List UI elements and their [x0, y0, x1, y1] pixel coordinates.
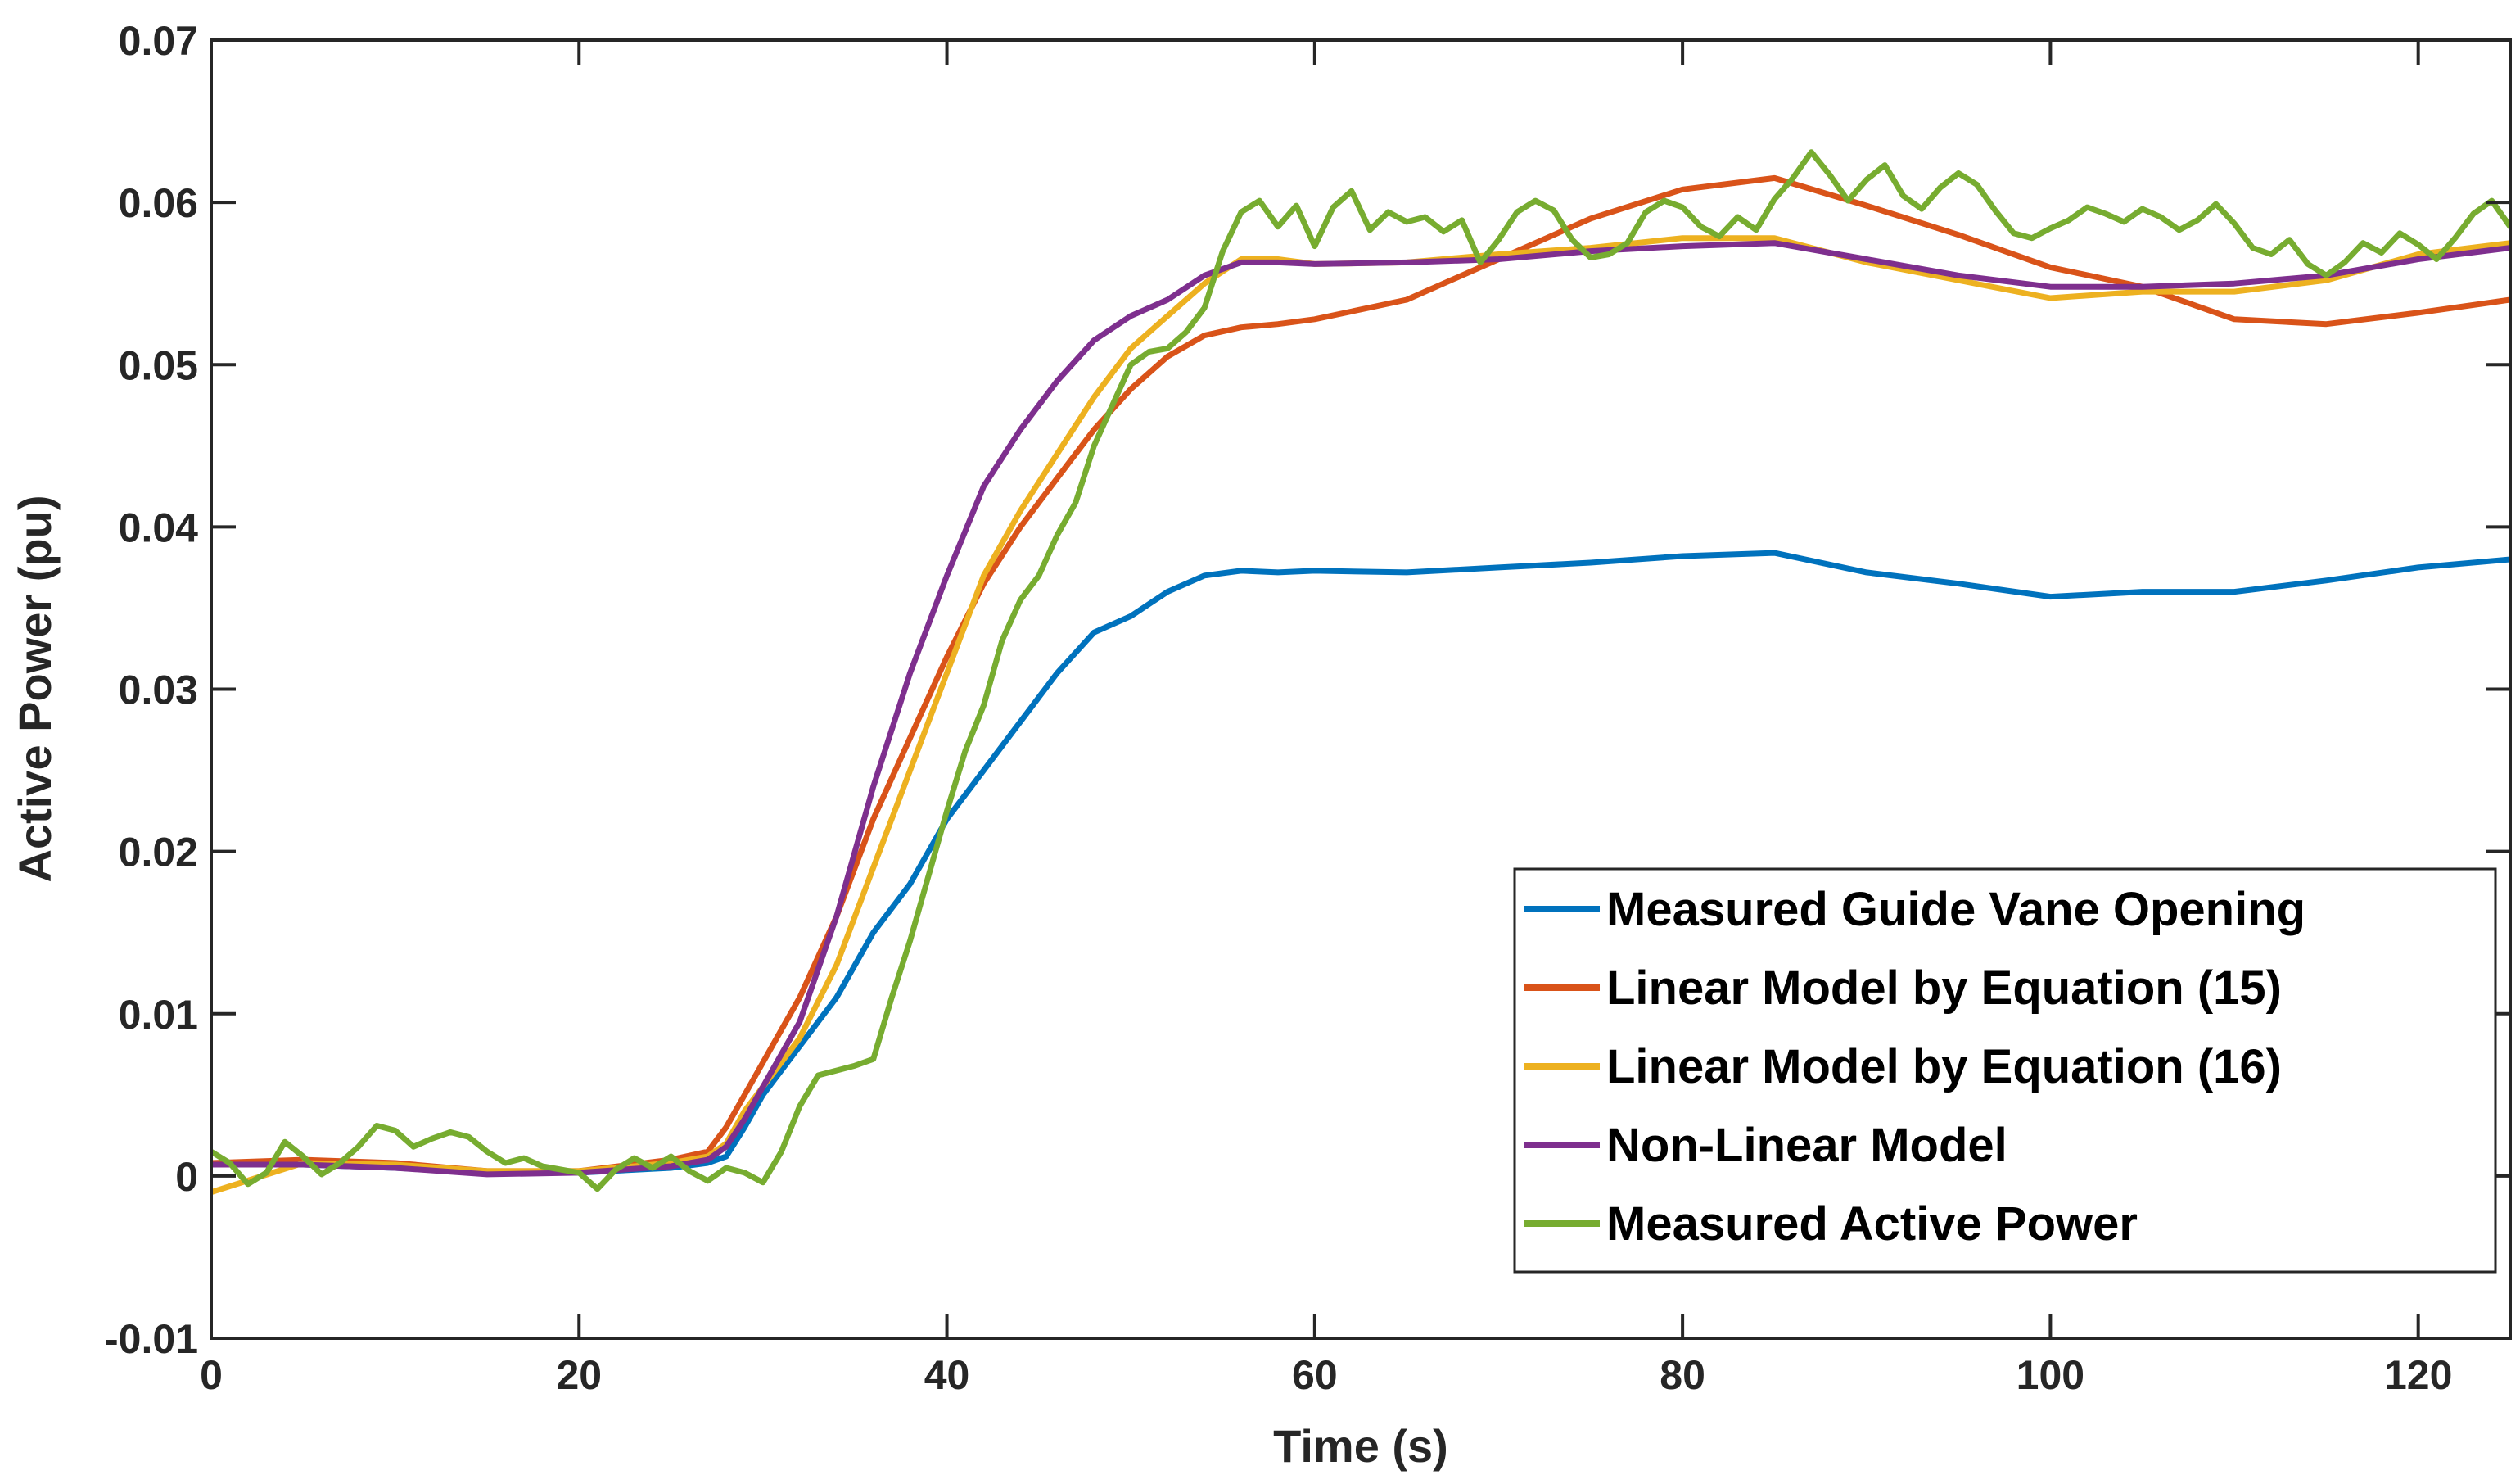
y-tick-label: 0.05 [119, 342, 198, 388]
legend-label-3: Linear Model by Equation (16) [1606, 1040, 2282, 1093]
y-tick-label: 0.04 [119, 504, 199, 550]
axis-ticks: 0 20 40 60 80 100 120-0.0100.010.020.030.040.0… [105, 18, 2510, 1398]
series-line-1 [211, 550, 2510, 1176]
legend: Measured Guide Vane Opening Linear Model … [1513, 867, 2497, 1274]
legend-label-4: Non-Linear Model [1606, 1119, 2007, 1172]
legend-box [1513, 867, 2497, 1274]
legend-label-2: Linear Model by Equation (15) [1606, 961, 2282, 1015]
series-line-5 [211, 149, 2510, 1192]
x-tick-label: 100 [2016, 1352, 2084, 1398]
x-tick-label: 80 [1660, 1352, 1705, 1398]
y-tick-label: 0.03 [119, 667, 198, 713]
y-axis-label: Active Power (pu) [9, 495, 61, 883]
y-tick-label: 0.01 [119, 992, 198, 1038]
x-tick-label: 40 [924, 1352, 970, 1398]
y-tick-label: 0.07 [119, 18, 198, 64]
legend-label-1: Measured Guide Vane Opening [1606, 883, 2305, 936]
series-lines [211, 149, 2510, 1196]
x-axis-label: Time (s) [1273, 1420, 1448, 1472]
x-tick-label: 0 [200, 1352, 223, 1398]
y-tick-label: 0 [175, 1154, 198, 1200]
y-tick-label: 0.02 [119, 830, 198, 875]
x-tick-label: 60 [1292, 1352, 1338, 1398]
y-tick-label: 0.06 [119, 180, 198, 226]
series-line-4 [211, 240, 2510, 1178]
legend-label-5: Measured Active Power [1606, 1197, 2138, 1251]
x-tick-label: 120 [2384, 1352, 2452, 1398]
x-tick-label: 20 [556, 1352, 602, 1398]
y-tick-label: -0.01 [105, 1316, 198, 1362]
